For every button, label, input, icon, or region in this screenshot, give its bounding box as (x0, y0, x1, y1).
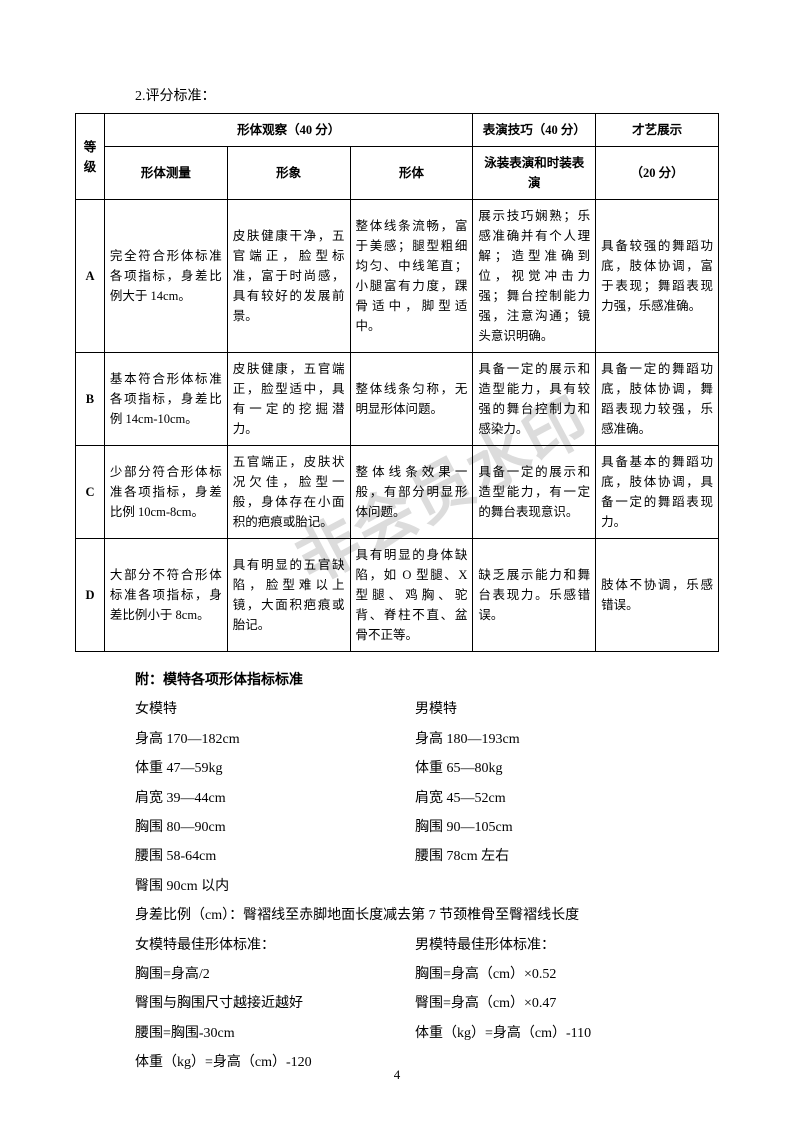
cell: 具备一定的舞蹈功底，肢体协调，舞蹈表现力较强，乐感准确。 (596, 353, 719, 446)
th-section3: 才艺展示 (596, 114, 719, 147)
spec-item: 臀围 90cm 以内 (135, 872, 415, 901)
th-section1: 形体观察（40 分） (104, 114, 472, 147)
spec-item (415, 872, 719, 901)
th-talent: （20 分） (596, 147, 719, 200)
cell: 具备一定的展示和造型能力，具有较强的舞台控制力和感染力。 (473, 353, 596, 446)
cell: 五官端正，皮肤状况欠佳，脸型一般，身体存在小面积的疤痕或胎记。 (227, 446, 350, 539)
cell: 整体线条流畅，富于美感；腿型粗细均匀、中线笔直；小腿富有力度，踝骨适中，脚型适中… (350, 200, 473, 353)
cell-grade: A (76, 200, 105, 353)
cell: 大部分不符合形体标准各项指标，身差比例小于 8cm。 (104, 539, 227, 652)
spec-item: 胸围 80—90cm (135, 813, 415, 842)
best-item: 腰围=胸围-30cm (135, 1019, 415, 1048)
table-row: C 少部分符合形体标准各项指标，身差比例 10cm-8cm。 五官端正，皮肤状况… (76, 446, 719, 539)
spec-item: 身高 170—182cm (135, 725, 415, 754)
spec-item: 体重 65—80kg (415, 754, 719, 783)
th-measure: 形体测量 (104, 147, 227, 200)
best-male-title: 男模特最佳形体标准： (415, 931, 719, 960)
cell: 完全符合形体标准各项指标，身差比例大于 14cm。 (104, 200, 227, 353)
spec-item: 体重 47—59kg (135, 754, 415, 783)
page-content: 2.评分标准： 等级 形体观察（40 分） 表演技巧（40 分） 才艺展示 形体… (75, 85, 719, 1077)
spec-item: 身高 180—193cm (415, 725, 719, 754)
cell: 缺乏展示能力和舞台表现力。乐感错误。 (473, 539, 596, 652)
cell: 具有明显的身体缺陷，如 O 型腿、X 型腿、鸡胸、驼背、脊柱不直、盆骨不正等。 (350, 539, 473, 652)
female-title: 女模特 (135, 695, 415, 724)
spec-item: 腰围 78cm 左右 (415, 842, 719, 871)
table-row: A 完全符合形体标准各项指标，身差比例大于 14cm。 皮肤健康干净，五官端正，… (76, 200, 719, 353)
best-item: 臀围与胸围尺寸越接近越好 (135, 989, 415, 1018)
cell: 基本符合形体标准各项指标，身差比例 14cm-10cm。 (104, 353, 227, 446)
best-item: 体重（kg）=身高（cm）-110 (415, 1019, 719, 1048)
cell-grade: D (76, 539, 105, 652)
best-female-title: 女模特最佳形体标准： (135, 931, 415, 960)
spec-item: 腰围 58-64cm (135, 842, 415, 871)
male-title: 男模特 (415, 695, 719, 724)
section-heading: 2.评分标准： (75, 85, 719, 105)
cell: 皮肤健康干净，五官端正，脸型标准，富于时尚感，具有较好的发展前景。 (227, 200, 350, 353)
appendix-title: 附：模特各项形体指标标准 (135, 666, 719, 695)
table-row: B 基本符合形体标准各项指标，身差比例 14cm-10cm。 皮肤健康，五官端正… (76, 353, 719, 446)
cell-grade: C (76, 446, 105, 539)
cell: 整体线条匀称，无明显形体问题。 (350, 353, 473, 446)
best-item (415, 1048, 719, 1077)
scoring-table: 等级 形体观察（40 分） 表演技巧（40 分） 才艺展示 形体测量 形象 形体… (75, 113, 719, 652)
best-item: 体重（kg）=身高（cm）-120 (135, 1048, 415, 1077)
cell: 具备一定的展示和造型能力，有一定的舞台表现意识。 (473, 446, 596, 539)
spec-item: 肩宽 45—52cm (415, 784, 719, 813)
th-perf: 泳装表演和时装表演 (473, 147, 596, 200)
th-grade: 等级 (76, 114, 105, 200)
spec-item: 胸围 90—105cm (415, 813, 719, 842)
table-row: D 大部分不符合形体标准各项指标，身差比例小于 8cm。 具有明显的五官缺陷，脸… (76, 539, 719, 652)
th-section2: 表演技巧（40 分） (473, 114, 596, 147)
cell-grade: B (76, 353, 105, 446)
th-image: 形象 (227, 147, 350, 200)
cell: 具有明显的五官缺陷，脸型难以上镜，大面积疤痕或胎记。 (227, 539, 350, 652)
cell: 肢体不协调，乐感错误。 (596, 539, 719, 652)
cell: 少部分符合形体标准各项指标，身差比例 10cm-8cm。 (104, 446, 227, 539)
spec-item: 肩宽 39—44cm (135, 784, 415, 813)
th-body: 形体 (350, 147, 473, 200)
cell: 具备基本的舞蹈功底，肢体协调，具备一定的舞蹈表现力。 (596, 446, 719, 539)
best-item: 臀围=身高（cm）×0.47 (415, 989, 719, 1018)
cell: 整体线条效果一般，有部分明显形体问题。 (350, 446, 473, 539)
cell: 具备较强的舞蹈功底，肢体协调，富于表现；舞蹈表现力强，乐感准确。 (596, 200, 719, 353)
appendix: 附：模特各项形体指标标准 女模特 男模特 身高 170—182cm身高 180—… (75, 666, 719, 1077)
cell: 皮肤健康，五官端正，脸型适中，具有一定的挖掘潜力。 (227, 353, 350, 446)
cell: 展示技巧娴熟；乐感准确并有个人理解；造型准确到位，视觉冲击力强；舞台控制能力强，… (473, 200, 596, 353)
ratio-line: 身差比例（cm）：臀褶线至赤脚地面长度减去第 7 节颈椎骨至臀褶线长度 (135, 901, 719, 930)
best-item: 胸围=身高/2 (135, 960, 415, 989)
best-item: 胸围=身高（cm）×0.52 (415, 960, 719, 989)
